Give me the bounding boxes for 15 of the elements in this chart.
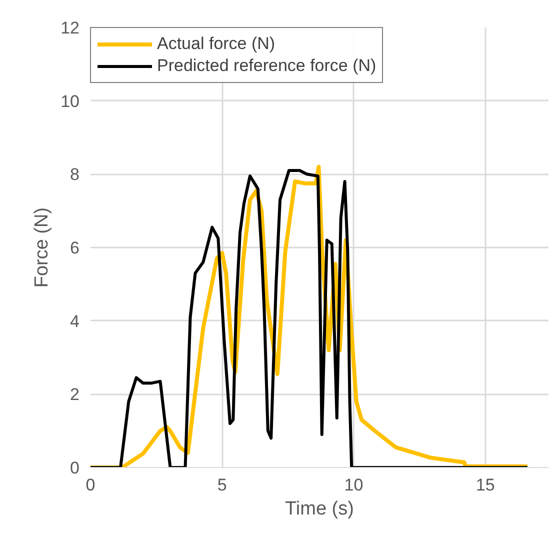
y-tick-label: 2 [70,385,80,404]
y-tick-label: 10 [60,92,80,111]
x-axis-title: Time (s) [285,498,354,520]
y-tick-label: 4 [70,312,80,331]
y-tick-label: 6 [70,238,80,258]
x-tick-label: 0 [86,476,96,494]
y-tick-label: 12 [60,18,80,38]
x-tick-label: 15 [476,476,495,494]
x-tick-label: 5 [217,476,227,494]
legend-label: Predicted reference force (N) [157,56,376,76]
legend-label: Actual force (N) [157,34,276,54]
y-axis-title: Force (N) [32,207,53,288]
y-tick-label: 8 [70,165,80,184]
x-tick-label: 10 [344,476,364,494]
y-tick-label: 0 [70,458,80,478]
